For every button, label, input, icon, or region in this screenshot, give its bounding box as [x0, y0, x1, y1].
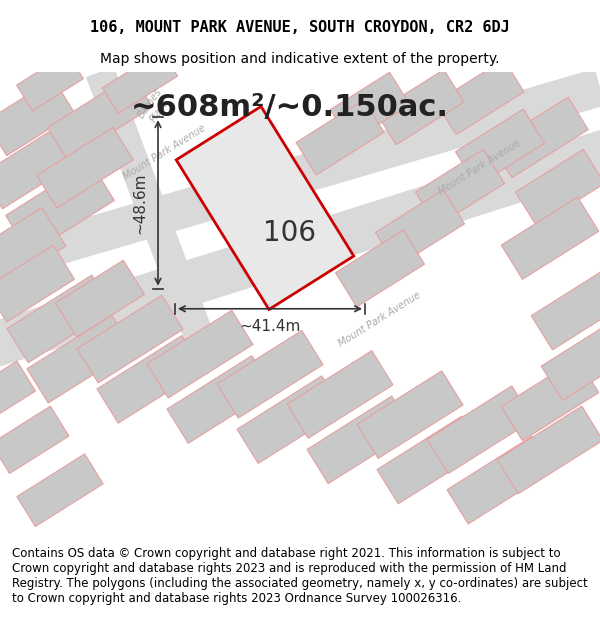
Text: ~48.6m: ~48.6m — [133, 172, 148, 234]
Polygon shape — [167, 356, 273, 443]
Polygon shape — [17, 454, 103, 526]
Polygon shape — [287, 351, 393, 438]
Polygon shape — [0, 245, 74, 322]
Polygon shape — [492, 97, 588, 178]
Polygon shape — [5, 162, 115, 254]
Polygon shape — [0, 79, 74, 156]
Polygon shape — [541, 318, 600, 400]
Polygon shape — [296, 100, 384, 175]
Polygon shape — [7, 275, 113, 362]
Polygon shape — [0, 406, 69, 474]
Polygon shape — [376, 189, 464, 267]
Text: ~608m²/~0.150ac.: ~608m²/~0.150ac. — [131, 92, 449, 122]
Text: 106: 106 — [263, 219, 317, 247]
Polygon shape — [377, 416, 483, 504]
Text: Mount Park Avenue: Mount Park Avenue — [437, 138, 523, 197]
Polygon shape — [86, 66, 214, 344]
Polygon shape — [147, 311, 253, 398]
Polygon shape — [501, 197, 599, 279]
Polygon shape — [531, 268, 600, 350]
Text: ~41.4m: ~41.4m — [239, 319, 301, 334]
Polygon shape — [37, 127, 133, 208]
Polygon shape — [0, 208, 66, 289]
Text: Mount Park Avenue: Mount Park Avenue — [337, 289, 423, 348]
Polygon shape — [515, 149, 600, 226]
Text: Map shows position and indicative extent of the property.: Map shows position and indicative extent… — [100, 52, 500, 66]
Polygon shape — [217, 331, 323, 418]
Polygon shape — [17, 53, 83, 111]
Polygon shape — [97, 336, 203, 423]
Polygon shape — [0, 126, 79, 209]
Polygon shape — [415, 149, 505, 226]
Polygon shape — [307, 396, 413, 484]
Polygon shape — [455, 109, 545, 186]
Polygon shape — [447, 436, 553, 524]
Polygon shape — [0, 126, 600, 371]
Polygon shape — [55, 260, 145, 337]
Polygon shape — [77, 295, 183, 383]
Polygon shape — [376, 69, 464, 145]
Text: Contains OS data © Crown copyright and database right 2021. This information is : Contains OS data © Crown copyright and d… — [12, 548, 588, 606]
Text: Barnes
Place: Barnes Place — [136, 87, 173, 128]
Polygon shape — [427, 386, 533, 474]
Text: 106, MOUNT PARK AVENUE, SOUTH CROYDON, CR2 6DJ: 106, MOUNT PARK AVENUE, SOUTH CROYDON, C… — [90, 20, 510, 35]
Polygon shape — [501, 358, 599, 441]
Polygon shape — [103, 51, 178, 114]
Polygon shape — [335, 230, 425, 307]
Polygon shape — [330, 72, 410, 142]
Polygon shape — [497, 406, 600, 494]
Polygon shape — [27, 316, 133, 403]
Polygon shape — [176, 106, 354, 309]
Polygon shape — [436, 59, 524, 134]
Polygon shape — [0, 69, 600, 287]
Polygon shape — [357, 371, 463, 458]
Polygon shape — [0, 361, 35, 418]
Polygon shape — [47, 74, 152, 160]
Polygon shape — [237, 376, 343, 464]
Text: Mount Park Avenue: Mount Park Avenue — [122, 123, 208, 182]
